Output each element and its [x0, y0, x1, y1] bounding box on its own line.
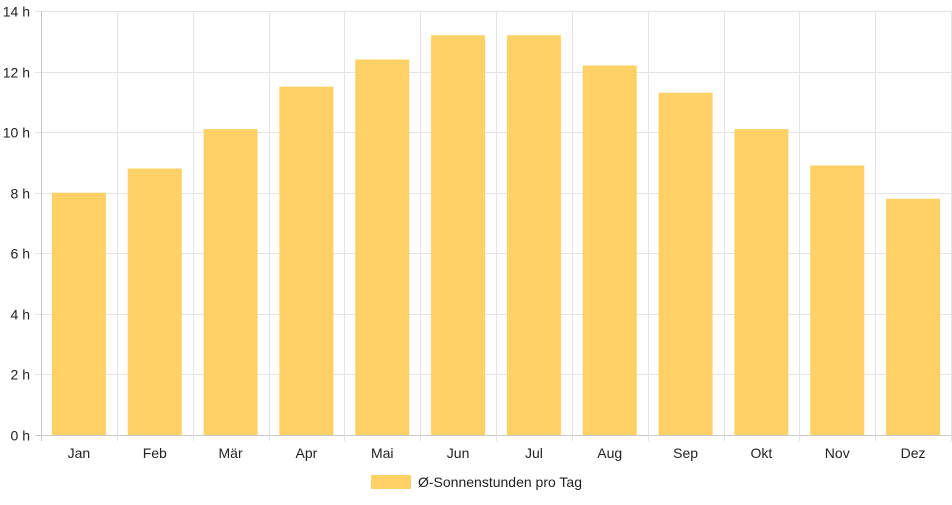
y-tick-label: 8 h: [11, 186, 30, 202]
y-tick-label: 6 h: [11, 246, 30, 262]
legend-label: Ø-Sonnenstunden pro Tag: [418, 474, 582, 490]
legend[interactable]: Ø-Sonnenstunden pro Tag: [371, 474, 582, 490]
y-tick-label: 10 h: [3, 125, 30, 141]
x-tick-label: Dez: [901, 445, 926, 461]
x-tick-label: Sep: [673, 445, 698, 461]
y-tick-label: 14 h: [3, 4, 30, 20]
x-tick-label: Jul: [525, 445, 543, 461]
y-tick-label: 12 h: [3, 65, 30, 81]
x-tick-label: Aug: [597, 445, 622, 461]
bar-aug[interactable]: [582, 65, 637, 435]
grid-layer: [35, 11, 952, 441]
x-tick-label: Okt: [751, 445, 773, 461]
bar-apr[interactable]: [279, 86, 334, 435]
x-tick-label: Jun: [447, 445, 470, 461]
bar-jun[interactable]: [431, 35, 486, 435]
x-tick-label: Apr: [296, 445, 318, 461]
bar-okt[interactable]: [734, 129, 789, 435]
x-axis-tick-labels: Jan Feb Mär Apr Mai Jun Jul Aug Sep Okt Nov Dez: [68, 445, 926, 461]
y-tick-label: 2 h: [11, 367, 30, 383]
x-tick-label: Mai: [371, 445, 394, 461]
bar-nov[interactable]: [810, 165, 865, 435]
x-tick-label: Mär: [219, 445, 243, 461]
y-tick-label: 4 h: [11, 307, 30, 323]
y-axis-tick-labels: 0 h 2 h 4 h 6 h 8 h 10 h 12 h 14 h: [3, 4, 30, 444]
legend-swatch: [371, 475, 411, 489]
y-tick-label: 0 h: [11, 428, 30, 444]
bar-layer: [51, 35, 941, 436]
x-tick-label: Jan: [68, 445, 91, 461]
bar-mai[interactable]: [355, 59, 410, 435]
x-tick-label: Nov: [825, 445, 850, 461]
x-tick-label: Feb: [143, 445, 167, 461]
bar-mär[interactable]: [203, 129, 258, 435]
bar-feb[interactable]: [127, 168, 182, 435]
bar-jul[interactable]: [506, 35, 561, 435]
bar-jan[interactable]: [51, 192, 106, 435]
bar-sep[interactable]: [658, 92, 713, 436]
bar-dez[interactable]: [886, 198, 941, 435]
